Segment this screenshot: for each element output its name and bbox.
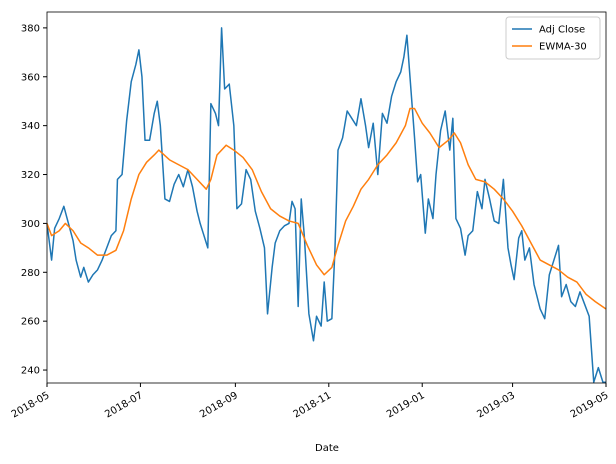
line-series	[46, 107, 607, 310]
legend-label: Adj Close	[539, 25, 585, 36]
y-tick-label: 240	[21, 366, 40, 377]
y-tick-label: 300	[21, 219, 40, 230]
legend-box	[505, 16, 601, 60]
y-tick-label: 380	[21, 23, 40, 34]
plot-frame	[46, 11, 607, 384]
legend-label: EWMA-30	[539, 42, 587, 53]
y-tick-label: 320	[21, 170, 40, 181]
y-tick-label: 340	[21, 121, 40, 132]
y-tick-label: 360	[21, 72, 40, 83]
x-axis-label: Date	[315, 443, 339, 454]
line-series	[46, 27, 606, 384]
y-tick-label: 280	[21, 268, 40, 279]
y-tick-label: 260	[21, 317, 40, 328]
